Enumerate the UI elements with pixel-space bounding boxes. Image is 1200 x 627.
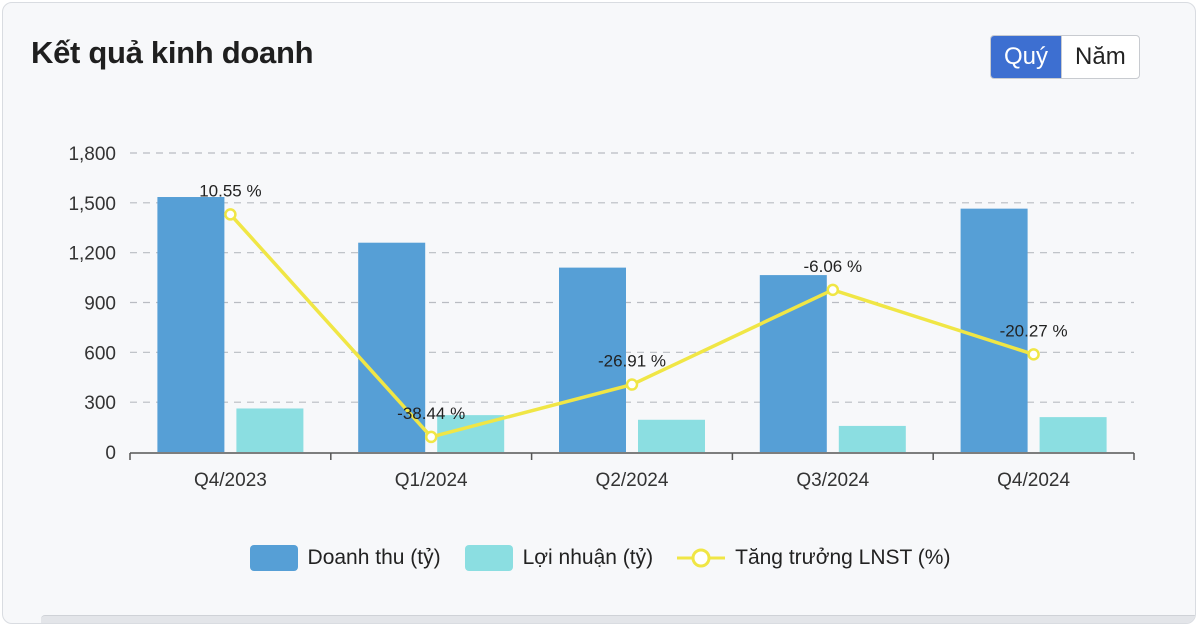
growth-data-label: 10.55 % xyxy=(199,181,261,200)
y-tick-label: 0 xyxy=(105,443,116,464)
combo-chart: 0 300 600 900 1,200 1,500 1,800 Q4/2023 Q1/2024 Q… xyxy=(68,144,1135,491)
growth-data-label: -26.91 % xyxy=(598,352,666,371)
next-panel-edge xyxy=(41,615,1195,623)
legend-item-revenue[interactable]: Doanh thu (tỷ) xyxy=(249,545,441,571)
growth-data-label: -20.27 % xyxy=(1000,321,1068,340)
growth-data-label: -6.06 % xyxy=(804,257,863,276)
growth-point xyxy=(224,208,237,221)
x-tick-label: Q1/2024 xyxy=(395,470,468,491)
profit-bar xyxy=(838,425,906,452)
legend-label-revenue: Doanh thu (tỷ) xyxy=(307,546,441,569)
y-tick-label: 1,500 xyxy=(68,194,116,215)
x-tick-label: Q2/2024 xyxy=(596,470,669,491)
chart-title: Kết quả kinh doanh xyxy=(31,35,314,70)
profit-bar xyxy=(236,408,304,452)
y-tick-label: 1,800 xyxy=(68,144,116,165)
growth-line xyxy=(229,213,1035,439)
legend-swatch-revenue xyxy=(249,545,298,571)
growth-point xyxy=(1027,348,1040,361)
legend-label-profit: Lợi nhuận (tỷ) xyxy=(522,546,654,569)
revenue-bar xyxy=(759,275,827,452)
toggle-year-button[interactable]: Năm xyxy=(1061,36,1139,78)
y-tick-label: 300 xyxy=(84,393,116,414)
growth-point xyxy=(625,378,639,391)
legend-swatch-profit xyxy=(464,545,513,571)
growth-point xyxy=(826,283,840,297)
growth-point xyxy=(424,430,438,444)
chart-legend: Doanh thu (tỷ) Lợi nhuận (tỷ) Tăng trưởn… xyxy=(3,545,1195,571)
profit-bar xyxy=(1039,417,1107,452)
x-tick-label: Q3/2024 xyxy=(796,470,869,491)
profit-bar xyxy=(638,419,705,452)
revenue-bar xyxy=(559,267,626,452)
legend-label-growth: Tăng trưởng LNST (%) xyxy=(735,546,951,569)
growth-data-label: -38.44 % xyxy=(397,404,465,423)
x-tick-label: Q4/2023 xyxy=(194,470,267,491)
y-tick-label: 900 xyxy=(84,294,116,315)
revenue-bar xyxy=(960,208,1028,452)
legend-line-marker-icon xyxy=(677,548,726,568)
toggle-quarter-button[interactable]: Quý xyxy=(991,36,1062,78)
y-tick-label: 1,200 xyxy=(68,244,116,265)
legend-item-growth[interactable]: Tăng trưởng LNST (%) xyxy=(677,545,950,571)
period-toggle: Quý Năm xyxy=(990,35,1140,79)
y-tick-label: 600 xyxy=(84,343,116,364)
legend-item-profit[interactable]: Lợi nhuận (tỷ) xyxy=(464,545,654,571)
revenue-bar xyxy=(157,197,225,452)
x-tick-label: Q4/2024 xyxy=(997,470,1070,491)
